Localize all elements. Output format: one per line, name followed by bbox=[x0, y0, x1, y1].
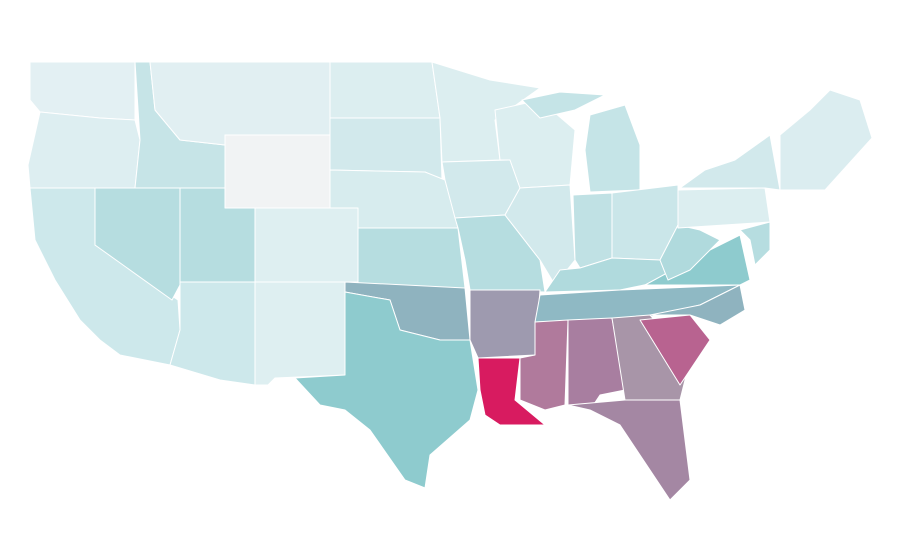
state bbox=[677, 187, 771, 229]
state bbox=[27, 111, 141, 189]
state bbox=[329, 61, 441, 119]
state bbox=[739, 221, 771, 266]
state bbox=[149, 61, 331, 146]
state bbox=[572, 192, 613, 269]
state bbox=[584, 104, 641, 193]
state bbox=[544, 257, 669, 293]
state bbox=[254, 281, 346, 386]
state bbox=[779, 89, 873, 191]
state bbox=[224, 134, 331, 209]
state bbox=[521, 91, 606, 119]
state bbox=[477, 357, 546, 426]
state bbox=[567, 399, 691, 501]
state bbox=[469, 289, 541, 359]
state bbox=[679, 134, 781, 191]
states bbox=[27, 61, 873, 501]
state bbox=[294, 291, 479, 489]
state bbox=[254, 207, 359, 283]
state bbox=[29, 61, 136, 121]
state bbox=[357, 227, 466, 289]
state bbox=[639, 314, 711, 386]
state bbox=[169, 281, 256, 386]
state bbox=[611, 314, 691, 401]
